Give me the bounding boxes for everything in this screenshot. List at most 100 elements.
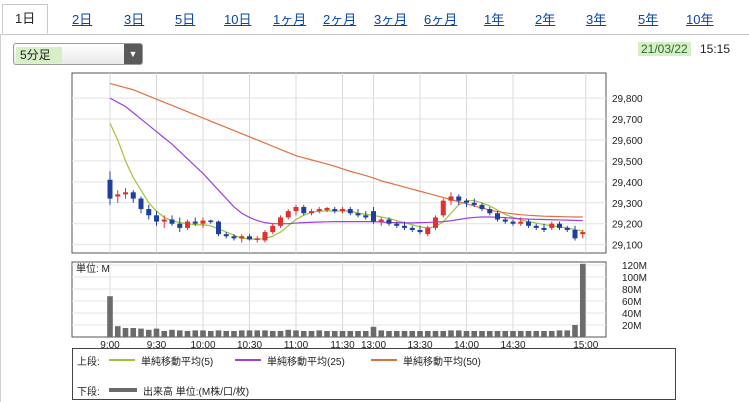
chart-panel xyxy=(0,34,749,402)
tab-12[interactable]: 5年 xyxy=(638,12,659,27)
volume-bar xyxy=(107,296,113,337)
candle-body xyxy=(510,221,516,224)
volume-bar xyxy=(207,331,214,337)
volume-bar xyxy=(572,325,578,337)
candle-body xyxy=(239,236,245,239)
x-tick-label: 9:30 xyxy=(147,340,167,351)
tab-2[interactable]: 3日 xyxy=(124,12,145,27)
volume-bar xyxy=(510,331,516,337)
tab-7[interactable]: 3ヶ月 xyxy=(374,12,408,27)
x-tick-label: 15:00 xyxy=(573,340,598,351)
volume-bar xyxy=(223,331,230,337)
volume-bar xyxy=(448,330,454,337)
candle-body xyxy=(572,229,578,239)
period-tabs: 1日 2日 3日 5日 10日 1ヶ月 2ヶ月 3ヶ月 6ヶ月 1年 2年 3年 5年 10年 xyxy=(0,0,749,35)
volume-bar xyxy=(517,331,524,337)
tab-1[interactable]: 2日 xyxy=(72,12,93,27)
ma-line-2 xyxy=(109,82,583,218)
tab-3[interactable]: 5日 xyxy=(175,12,196,27)
volume-bar xyxy=(293,330,299,337)
y-tick-label: 29,100 xyxy=(612,241,643,252)
volume-bar xyxy=(122,328,129,337)
volume-y-tick-label: 60M xyxy=(622,297,641,308)
volume-y-tick-label: 40M xyxy=(622,309,641,320)
volume-bar xyxy=(331,331,338,337)
candle-body xyxy=(340,209,345,212)
legend-ma50-swatch xyxy=(371,359,397,361)
volume-bar xyxy=(525,331,532,337)
volume-bar xyxy=(455,330,462,337)
volume-unit-label: 単位: M xyxy=(76,262,110,275)
candle-body xyxy=(456,196,462,201)
candle-body xyxy=(223,234,229,237)
candle-body xyxy=(409,227,415,230)
legend-ma25-swatch xyxy=(235,359,261,361)
candle-body xyxy=(285,211,291,218)
volume-bar xyxy=(486,331,493,337)
candle-body xyxy=(541,227,547,230)
volume-bar xyxy=(192,330,199,337)
volume-bar xyxy=(533,331,540,337)
candle-body xyxy=(347,209,353,214)
volume-bar xyxy=(308,331,315,337)
tab-5[interactable]: 1ヶ月 xyxy=(273,12,307,27)
volume-bar xyxy=(262,330,268,337)
x-tick-label: 10:00 xyxy=(190,340,215,351)
y-tick-label: 29,300 xyxy=(612,199,643,210)
legend-volume: 出来高 単位:(M株/口/枚) xyxy=(143,387,250,398)
volume-bar xyxy=(114,326,121,337)
candle-body xyxy=(107,179,113,199)
tab-0[interactable]: 1日 xyxy=(2,4,49,34)
candle-body xyxy=(549,223,555,228)
candle-body xyxy=(231,236,237,239)
select-highlight xyxy=(16,47,62,63)
candle-body xyxy=(363,215,369,218)
legend-ma5: 単純移動平均(5) xyxy=(141,357,214,368)
x-tick-label: 13:30 xyxy=(407,340,432,351)
volume-bar xyxy=(401,331,408,337)
tab-9[interactable]: 1年 xyxy=(484,12,505,27)
candle-body xyxy=(216,221,221,235)
volume-bar xyxy=(347,331,354,337)
y-tick-label: 29,700 xyxy=(612,115,643,126)
candle-body xyxy=(518,221,524,224)
tab-6[interactable]: 2ヶ月 xyxy=(323,12,357,27)
candle-body xyxy=(495,213,500,220)
candle-body xyxy=(185,221,190,228)
candle-body xyxy=(433,217,438,228)
tab-8[interactable]: 6ヶ月 xyxy=(424,12,458,27)
volume-bar xyxy=(339,331,346,337)
volume-bar xyxy=(246,330,253,337)
volume-bar xyxy=(386,331,392,337)
volume-bar xyxy=(370,326,377,337)
volume-y-tick-label: 20M xyxy=(622,321,641,332)
candle-body xyxy=(262,232,268,241)
x-tick-label: 14:00 xyxy=(454,340,479,351)
tab-10[interactable]: 2年 xyxy=(535,12,556,27)
interval-select[interactable]: 5分足 ▼ xyxy=(13,43,143,65)
volume-bar xyxy=(362,331,369,337)
volume-bar xyxy=(564,330,571,337)
volume-bar xyxy=(479,331,485,337)
volume-y-tick-label: 120M xyxy=(622,261,647,272)
candle-body xyxy=(278,217,283,226)
candle-body xyxy=(161,219,167,222)
volume-bar xyxy=(184,331,191,337)
y-tick-label: 29,200 xyxy=(612,220,643,231)
price-plot-frame xyxy=(71,72,607,254)
tab-13[interactable]: 10年 xyxy=(686,12,714,27)
candle-body xyxy=(270,225,276,233)
candle-body xyxy=(293,206,299,212)
candle-body xyxy=(355,213,361,216)
legend-volume-swatch xyxy=(109,388,137,392)
candle-body xyxy=(464,200,469,203)
volume-bar xyxy=(161,331,168,337)
tab-11[interactable]: 3年 xyxy=(586,12,607,27)
tab-4[interactable]: 10日 xyxy=(224,12,252,27)
candle-body xyxy=(533,225,539,228)
volume-bar xyxy=(378,330,385,337)
volume-bar xyxy=(463,331,470,337)
x-tick-label: 11:00 xyxy=(284,340,309,351)
chevron-down-icon[interactable]: ▼ xyxy=(124,44,142,64)
